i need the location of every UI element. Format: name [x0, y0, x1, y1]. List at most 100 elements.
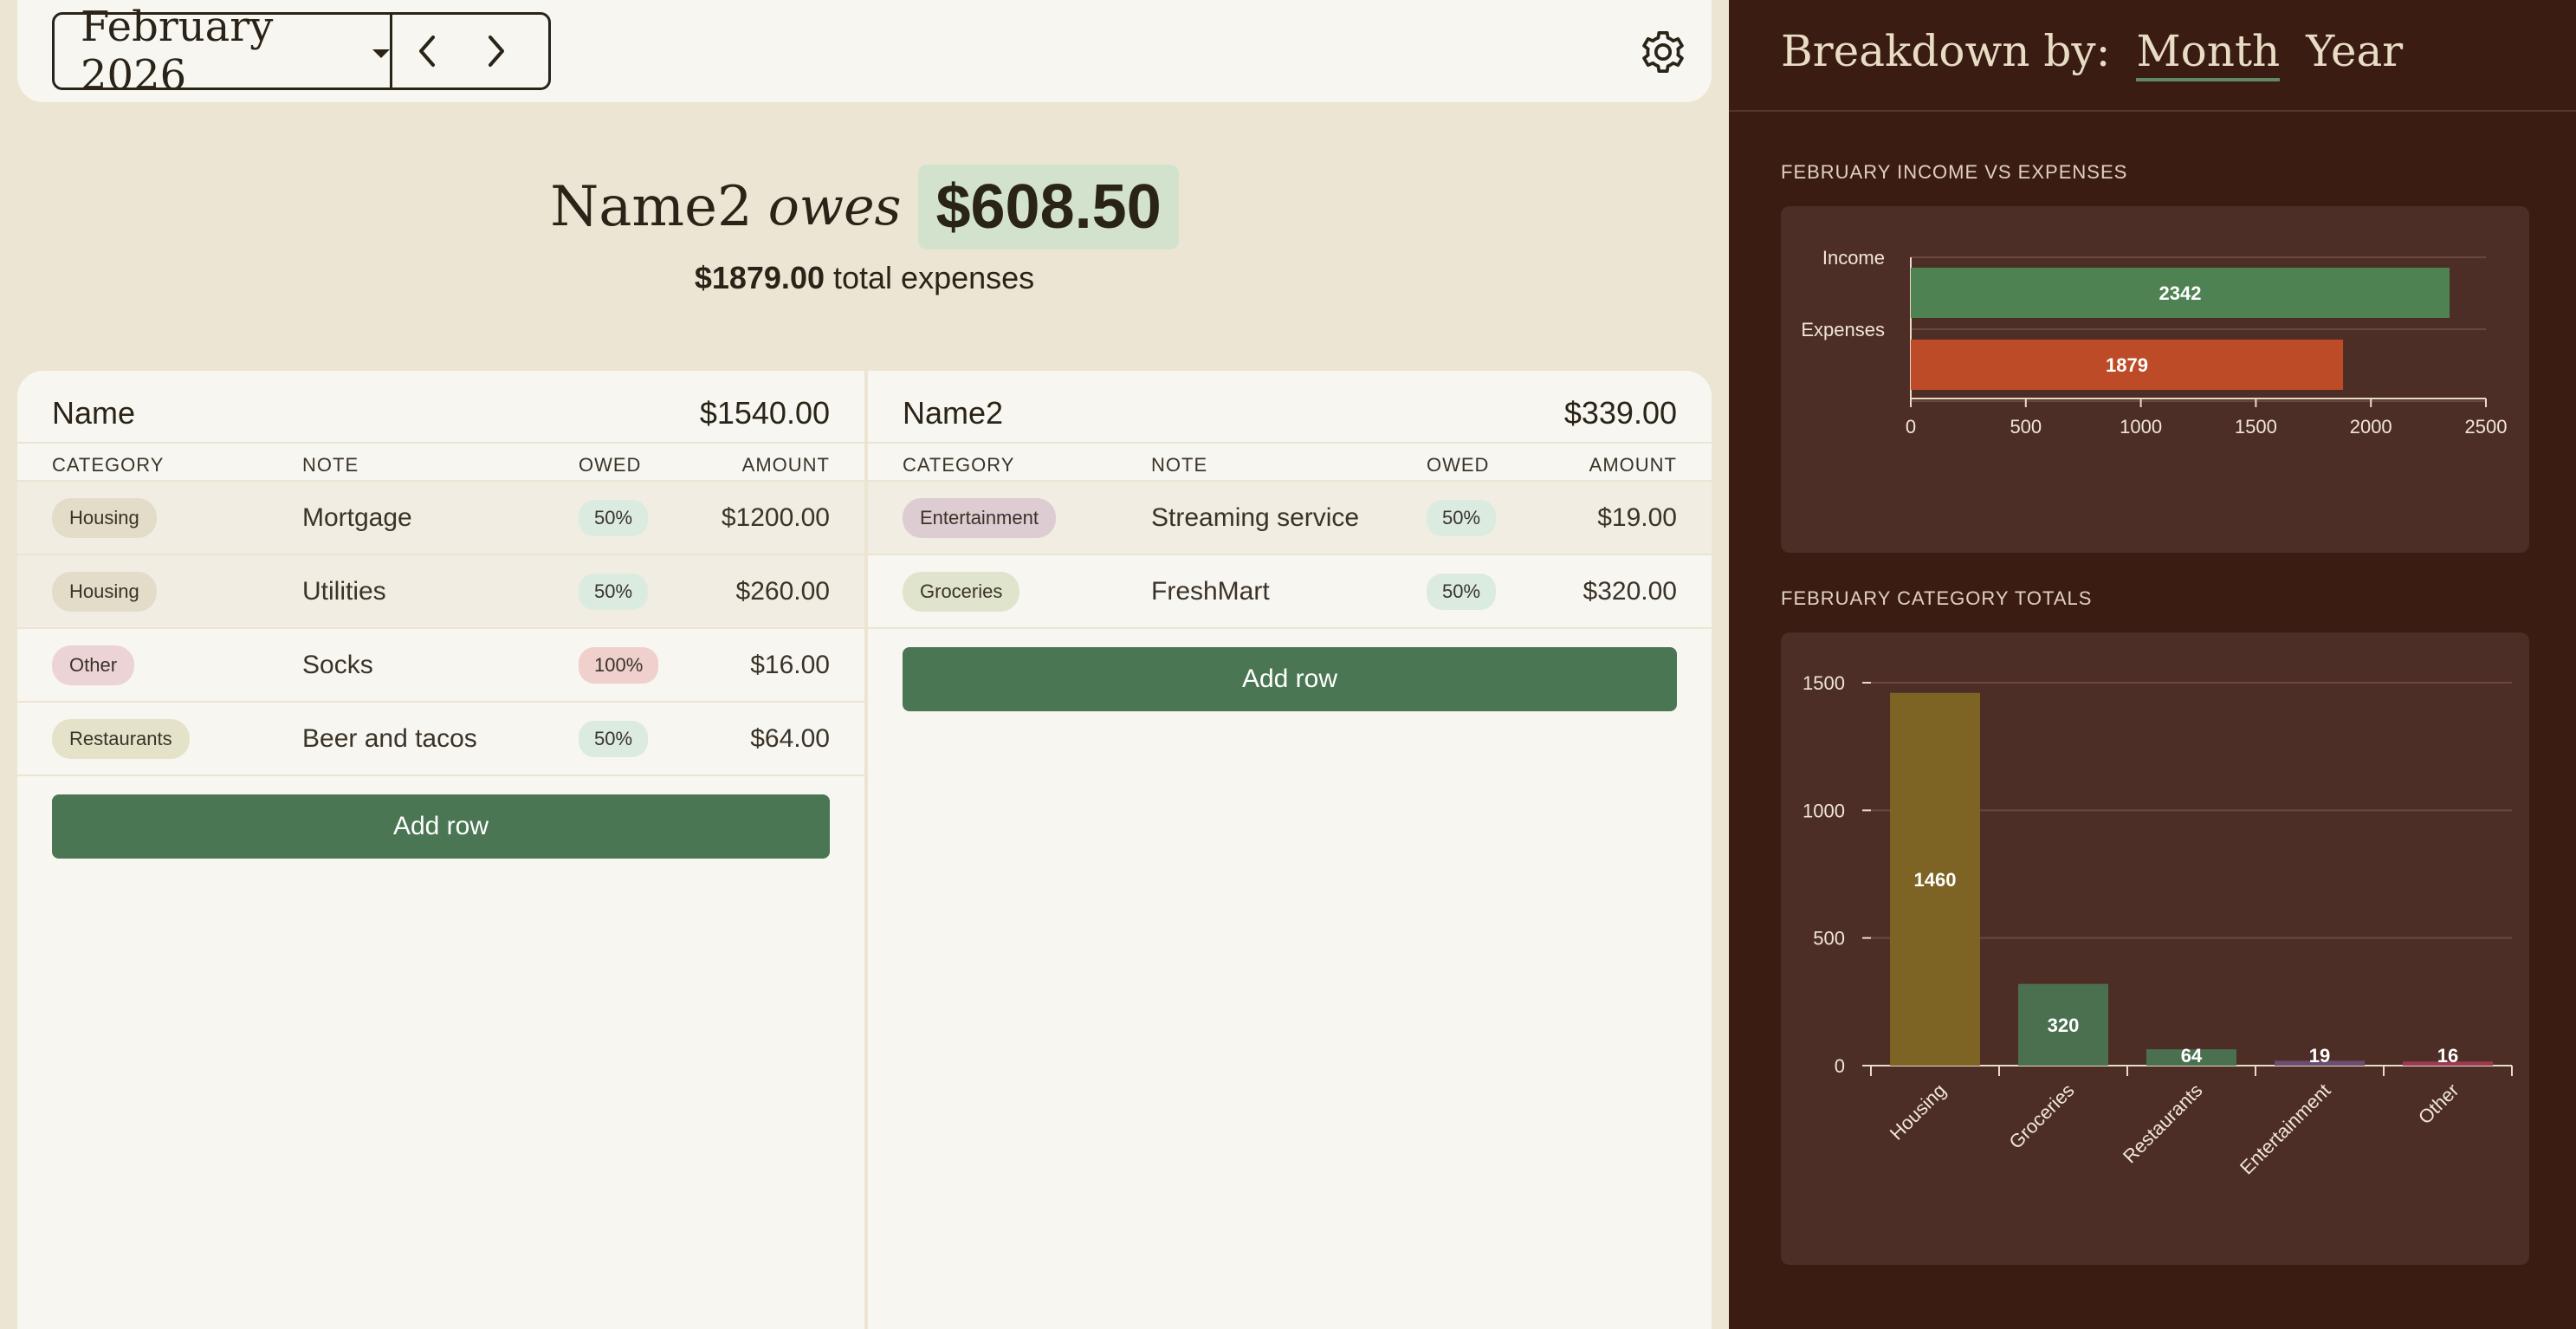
y-tick-label: 500: [1813, 928, 1845, 950]
owed-header: OWED: [579, 454, 642, 476]
next-month-button[interactable]: [462, 15, 531, 88]
chevron-left-icon: [419, 36, 435, 67]
owed-badge[interactable]: 50%: [579, 499, 649, 536]
panel-header: Name $1540.00: [52, 388, 830, 438]
table-row[interactable]: Housing Utilities 50% $260.00: [17, 555, 864, 629]
category-chip[interactable]: Housing: [52, 497, 157, 538]
data-label: 64: [2181, 1045, 2203, 1066]
y-tick-label: 0: [1835, 1055, 1845, 1077]
table-row[interactable]: Housing Mortgage 50% $1200.00: [17, 482, 864, 555]
category-chip[interactable]: Entertainment: [903, 497, 1056, 538]
breakdown-label: Breakdown by:: [1781, 26, 2111, 76]
category-header: CATEGORY: [903, 454, 1015, 476]
amount-text[interactable]: $19.00: [1597, 502, 1677, 532]
bar-housing: [1890, 692, 1980, 1066]
owed-badge[interactable]: 50%: [1427, 499, 1497, 536]
month-picker: February 2026: [52, 3, 551, 100]
data-label: 19: [2309, 1045, 2330, 1066]
y-tick-label: 1500: [1803, 672, 1845, 694]
person-total: $339.00: [1563, 395, 1677, 431]
month-label: February 2026: [81, 3, 274, 100]
amount-text[interactable]: $1200.00: [721, 502, 830, 532]
category-chart-card: 0 500 1000 1500 1460 Housing 320 Groceries 64 Res…: [1781, 632, 2529, 1265]
amount-header: AMOUNT: [741, 454, 830, 476]
category-label: Entertainment: [2236, 1079, 2335, 1179]
column-headers: CATEGORY NOTE OWED AMOUNT: [868, 442, 1712, 482]
note-text[interactable]: Mortgage: [302, 502, 412, 532]
amount-text[interactable]: $260.00: [735, 576, 830, 606]
income-vs-expenses-chart: 2342 Income 1879 Expenses 0 500 1000 1500 2000 25…: [1801, 247, 2508, 438]
add-row-button[interactable]: Add row: [52, 794, 830, 859]
y-tick-label: 1000: [1803, 800, 1845, 821]
bar-groceries: [2018, 983, 2108, 1066]
data-label: 320: [2048, 1015, 2080, 1036]
x-tick-label: 2000: [2350, 416, 2392, 438]
breakdown-selector: Breakdown by: Month Year: [1781, 26, 2403, 81]
note-text[interactable]: Beer and tacos: [302, 723, 477, 753]
category-chip[interactable]: Housing: [52, 571, 157, 612]
owes-summary: Name2 owes $608.50: [0, 165, 1729, 250]
note-text[interactable]: Streaming service: [1151, 502, 1360, 532]
amount-text[interactable]: $16.00: [750, 650, 830, 679]
bar-entertainment: [2275, 1060, 2365, 1066]
category-chip[interactable]: Restaurants: [52, 718, 190, 759]
owed-badge[interactable]: 100%: [579, 646, 659, 684]
x-tick-label: 0: [1906, 416, 1916, 438]
owed-badge[interactable]: 50%: [1427, 573, 1497, 610]
total-expenses-line: $1879.00 total expenses: [0, 260, 1729, 296]
income-chart-title: FEBRUARY INCOME VS EXPENSES: [1781, 161, 2128, 183]
owed-badge[interactable]: 50%: [579, 573, 649, 610]
amount-header: AMOUNT: [1589, 454, 1677, 476]
divider: [1729, 110, 2576, 112]
debtor-name: Name2: [550, 175, 753, 239]
bar-restaurants: [2146, 1049, 2236, 1066]
bar-other: [2403, 1061, 2493, 1066]
note-header: NOTE: [1151, 454, 1208, 476]
top-bar: February 2026: [17, 0, 1712, 102]
x-tick-label: 500: [2010, 416, 2042, 438]
breakdown-month-tab[interactable]: Month: [2136, 26, 2281, 81]
table-row[interactable]: Entertainment Streaming service 50% $19.…: [868, 482, 1712, 555]
category-chip[interactable]: Groceries: [903, 571, 1020, 612]
bar-income: [1911, 268, 2450, 318]
owed-header: OWED: [1427, 454, 1490, 476]
total-expenses-suffix: total expenses: [833, 260, 1035, 295]
note-header: NOTE: [302, 454, 359, 476]
category-label: Groceries: [2004, 1079, 2078, 1153]
person-panel-left: Name $1540.00 CATEGORY NOTE OWED AMOUNT …: [17, 371, 864, 1329]
panel-divider: [864, 371, 868, 1329]
category-label: Housing: [1886, 1079, 1951, 1144]
table-row[interactable]: Other Socks 100% $16.00: [17, 629, 864, 703]
breakdown-year-tab[interactable]: Year: [2306, 26, 2404, 76]
person-name: Name: [52, 395, 136, 431]
add-row-button[interactable]: Add row: [903, 647, 1677, 711]
total-expenses-amount: $1879.00: [694, 260, 825, 295]
amount-text[interactable]: $320.00: [1582, 576, 1677, 606]
table-row[interactable]: Groceries FreshMart 50% $320.00: [868, 555, 1712, 629]
bar-expenses: [1911, 340, 2344, 390]
x-tick-label: 2500: [2465, 416, 2508, 438]
column-headers: CATEGORY NOTE OWED AMOUNT: [17, 442, 864, 482]
settings-button[interactable]: [1637, 26, 1689, 78]
data-label: 1879: [2106, 354, 2148, 376]
data-label: 1460: [1914, 869, 1957, 891]
month-select[interactable]: February 2026: [55, 3, 392, 100]
owed-badge[interactable]: 50%: [579, 720, 649, 757]
person-panel-right: Name2 $339.00 CATEGORY NOTE OWED AMOUNT …: [868, 371, 1712, 1329]
note-text[interactable]: Socks: [302, 650, 373, 679]
chevron-right-icon: [489, 36, 504, 67]
note-text[interactable]: Utilities: [302, 576, 386, 606]
income-chart-card: 2342 Income 1879 Expenses 0 500 1000 1500 2000 25…: [1781, 206, 2529, 553]
note-text[interactable]: FreshMart: [1151, 576, 1270, 606]
x-tick-label: 1000: [2120, 416, 2162, 438]
x-tick-label: 1500: [2235, 416, 2277, 438]
amount-text[interactable]: $64.00: [750, 723, 830, 753]
table-row[interactable]: Restaurants Beer and tacos 50% $64.00: [17, 703, 864, 776]
owed-amount: $608.50: [918, 165, 1179, 250]
panel-header: Name2 $339.00: [903, 388, 1677, 438]
category-label: Restaurants: [2119, 1079, 2207, 1168]
data-label: 2342: [2159, 282, 2202, 304]
prev-month-button[interactable]: [392, 15, 462, 88]
category-chip[interactable]: Other: [52, 645, 135, 685]
main-area: February 2026 Name2 owes $608.50 $1879.0…: [0, 0, 1729, 1329]
